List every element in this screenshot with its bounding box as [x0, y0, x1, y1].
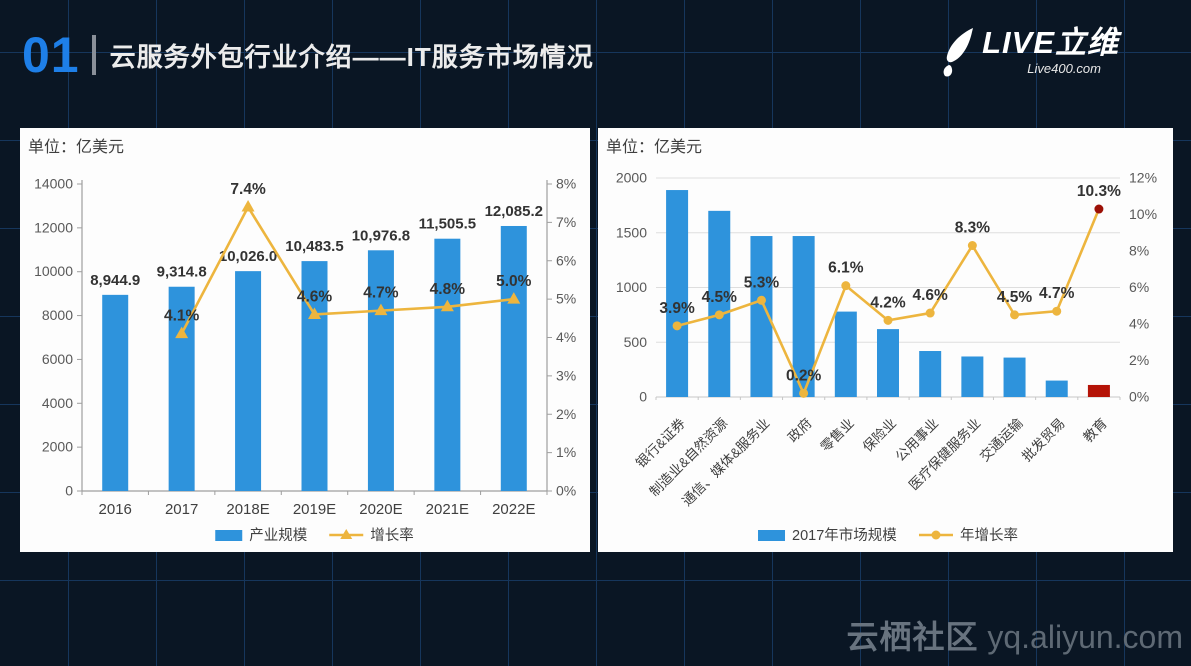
- svg-text:5.0%: 5.0%: [496, 273, 532, 290]
- svg-text:10,483.5: 10,483.5: [285, 238, 343, 255]
- watermark-site-url: yq.aliyun.com: [987, 619, 1183, 655]
- svg-text:5%: 5%: [556, 291, 576, 307]
- svg-text:0.2%: 0.2%: [786, 367, 822, 384]
- svg-text:4.7%: 4.7%: [363, 285, 399, 302]
- svg-text:3%: 3%: [556, 367, 576, 383]
- brand-logo: LIVE立维 Live400.com: [942, 25, 1119, 78]
- svg-text:4.7%: 4.7%: [1039, 285, 1075, 302]
- svg-text:4.6%: 4.6%: [297, 288, 333, 305]
- svg-text:1500: 1500: [616, 224, 647, 240]
- svg-text:11,505.5: 11,505.5: [419, 216, 477, 233]
- svg-text:2021E: 2021E: [426, 501, 469, 518]
- svg-text:教育: 教育: [1080, 416, 1110, 446]
- svg-text:12000: 12000: [34, 219, 73, 235]
- watermark: 云栖社区 yq.aliyun.com: [846, 612, 1183, 658]
- brand-url: Live400.com: [1027, 61, 1101, 77]
- section-number: 01: [22, 27, 80, 83]
- svg-text:1%: 1%: [556, 444, 576, 460]
- svg-text:6%: 6%: [556, 252, 576, 268]
- svg-text:制造业&自然资源: 制造业&自然资源: [646, 414, 731, 499]
- svg-text:4.6%: 4.6%: [913, 287, 949, 304]
- svg-text:4%: 4%: [556, 329, 576, 345]
- it-services-scale-chart: 单位：亿美元 0 2000 4000 6000 8000 10000 12000 14000 0%…: [28, 138, 576, 544]
- svg-text:增长率: 增长率: [370, 527, 414, 544]
- svg-text:4.5%: 4.5%: [997, 289, 1033, 306]
- svg-text:4.5%: 4.5%: [702, 289, 738, 306]
- svg-text:7%: 7%: [556, 214, 576, 230]
- svg-text:政府: 政府: [785, 416, 815, 446]
- svg-text:医疗保健服务业: 医疗保健服务业: [906, 416, 983, 493]
- svg-text:2000: 2000: [616, 170, 647, 186]
- header-divider: [91, 35, 96, 75]
- svg-text:4.8%: 4.8%: [430, 281, 466, 298]
- svg-text:8000: 8000: [42, 307, 73, 323]
- svg-text:500: 500: [624, 334, 648, 350]
- swoosh-icon: [943, 28, 974, 77]
- svg-text:5.3%: 5.3%: [744, 274, 780, 291]
- svg-text:4%: 4%: [1129, 316, 1149, 332]
- svg-text:8,944.9: 8,944.9: [90, 272, 140, 289]
- svg-text:零售业: 零售业: [818, 416, 857, 455]
- svg-text:2020E: 2020E: [359, 501, 402, 518]
- svg-text:2%: 2%: [556, 406, 576, 422]
- svg-text:4.2%: 4.2%: [870, 294, 906, 311]
- slide-header: 01 云服务外包行业介绍——IT服务市场情况: [22, 24, 594, 86]
- left-chart-panel: 单位：亿美元 0 2000 4000 6000 8000 10000 12000 14000 0%…: [20, 128, 590, 552]
- svg-text:8.3%: 8.3%: [955, 220, 991, 237]
- svg-text:3.9%: 3.9%: [659, 300, 695, 317]
- svg-text:2017: 2017: [165, 501, 198, 518]
- svg-text:10,976.8: 10,976.8: [352, 227, 410, 244]
- svg-text:10%: 10%: [1129, 206, 1157, 222]
- svg-text:12%: 12%: [1129, 170, 1157, 186]
- svg-text:0: 0: [65, 483, 73, 499]
- svg-text:2%: 2%: [1129, 352, 1149, 368]
- svg-text:0%: 0%: [556, 483, 576, 499]
- svg-text:6.1%: 6.1%: [828, 260, 864, 277]
- svg-text:2019E: 2019E: [293, 501, 336, 518]
- svg-text:4000: 4000: [42, 395, 73, 411]
- svg-text:6%: 6%: [1129, 279, 1149, 295]
- page-title: 云服务外包行业介绍——IT服务市场情况: [109, 41, 594, 72]
- svg-text:6000: 6000: [42, 351, 73, 367]
- svg-text:批发贸易: 批发贸易: [1019, 416, 1068, 465]
- svg-text:10000: 10000: [34, 263, 73, 279]
- svg-text:2000: 2000: [42, 439, 73, 455]
- svg-text:单位：亿美元: 单位：亿美元: [606, 138, 702, 156]
- svg-text:14000: 14000: [34, 176, 73, 192]
- svg-text:年增长率: 年增长率: [960, 527, 1018, 544]
- svg-text:2017年市场规模: 2017年市场规模: [792, 527, 897, 544]
- svg-text:0%: 0%: [1129, 389, 1149, 405]
- industry-market-chart: 单位：亿美元 0 500 1000 1500 2000 0% 2% 4% 6% 8% 10% 12% 3.…: [606, 138, 1157, 544]
- svg-text:1000: 1000: [616, 279, 647, 295]
- svg-text:保险业: 保险业: [860, 416, 899, 455]
- svg-text:产业规模: 产业规模: [249, 527, 307, 544]
- svg-text:12,085.2: 12,085.2: [485, 203, 543, 220]
- svg-text:2022E: 2022E: [492, 501, 535, 518]
- svg-text:4.1%: 4.1%: [164, 308, 200, 325]
- right-chart-panel: 单位：亿美元 0 500 1000 1500 2000 0% 2% 4% 6% 8% 10% 12% 3.…: [598, 128, 1173, 552]
- svg-text:7.4%: 7.4%: [230, 181, 266, 198]
- svg-text:8%: 8%: [556, 176, 576, 192]
- svg-text:10,026.0: 10,026.0: [219, 248, 277, 265]
- svg-text:10.3%: 10.3%: [1077, 183, 1121, 200]
- svg-text:2018E: 2018E: [226, 501, 269, 518]
- brand-name: LIVE立维: [982, 25, 1119, 60]
- svg-text:9,314.8: 9,314.8: [157, 264, 207, 281]
- svg-text:交通运输: 交通运输: [976, 414, 1026, 464]
- svg-text:单位：亿美元: 单位：亿美元: [28, 138, 124, 156]
- svg-text:2016: 2016: [99, 501, 132, 518]
- svg-text:8%: 8%: [1129, 243, 1149, 259]
- watermark-site-name: 云栖社区: [846, 619, 979, 655]
- svg-text:0: 0: [639, 389, 647, 405]
